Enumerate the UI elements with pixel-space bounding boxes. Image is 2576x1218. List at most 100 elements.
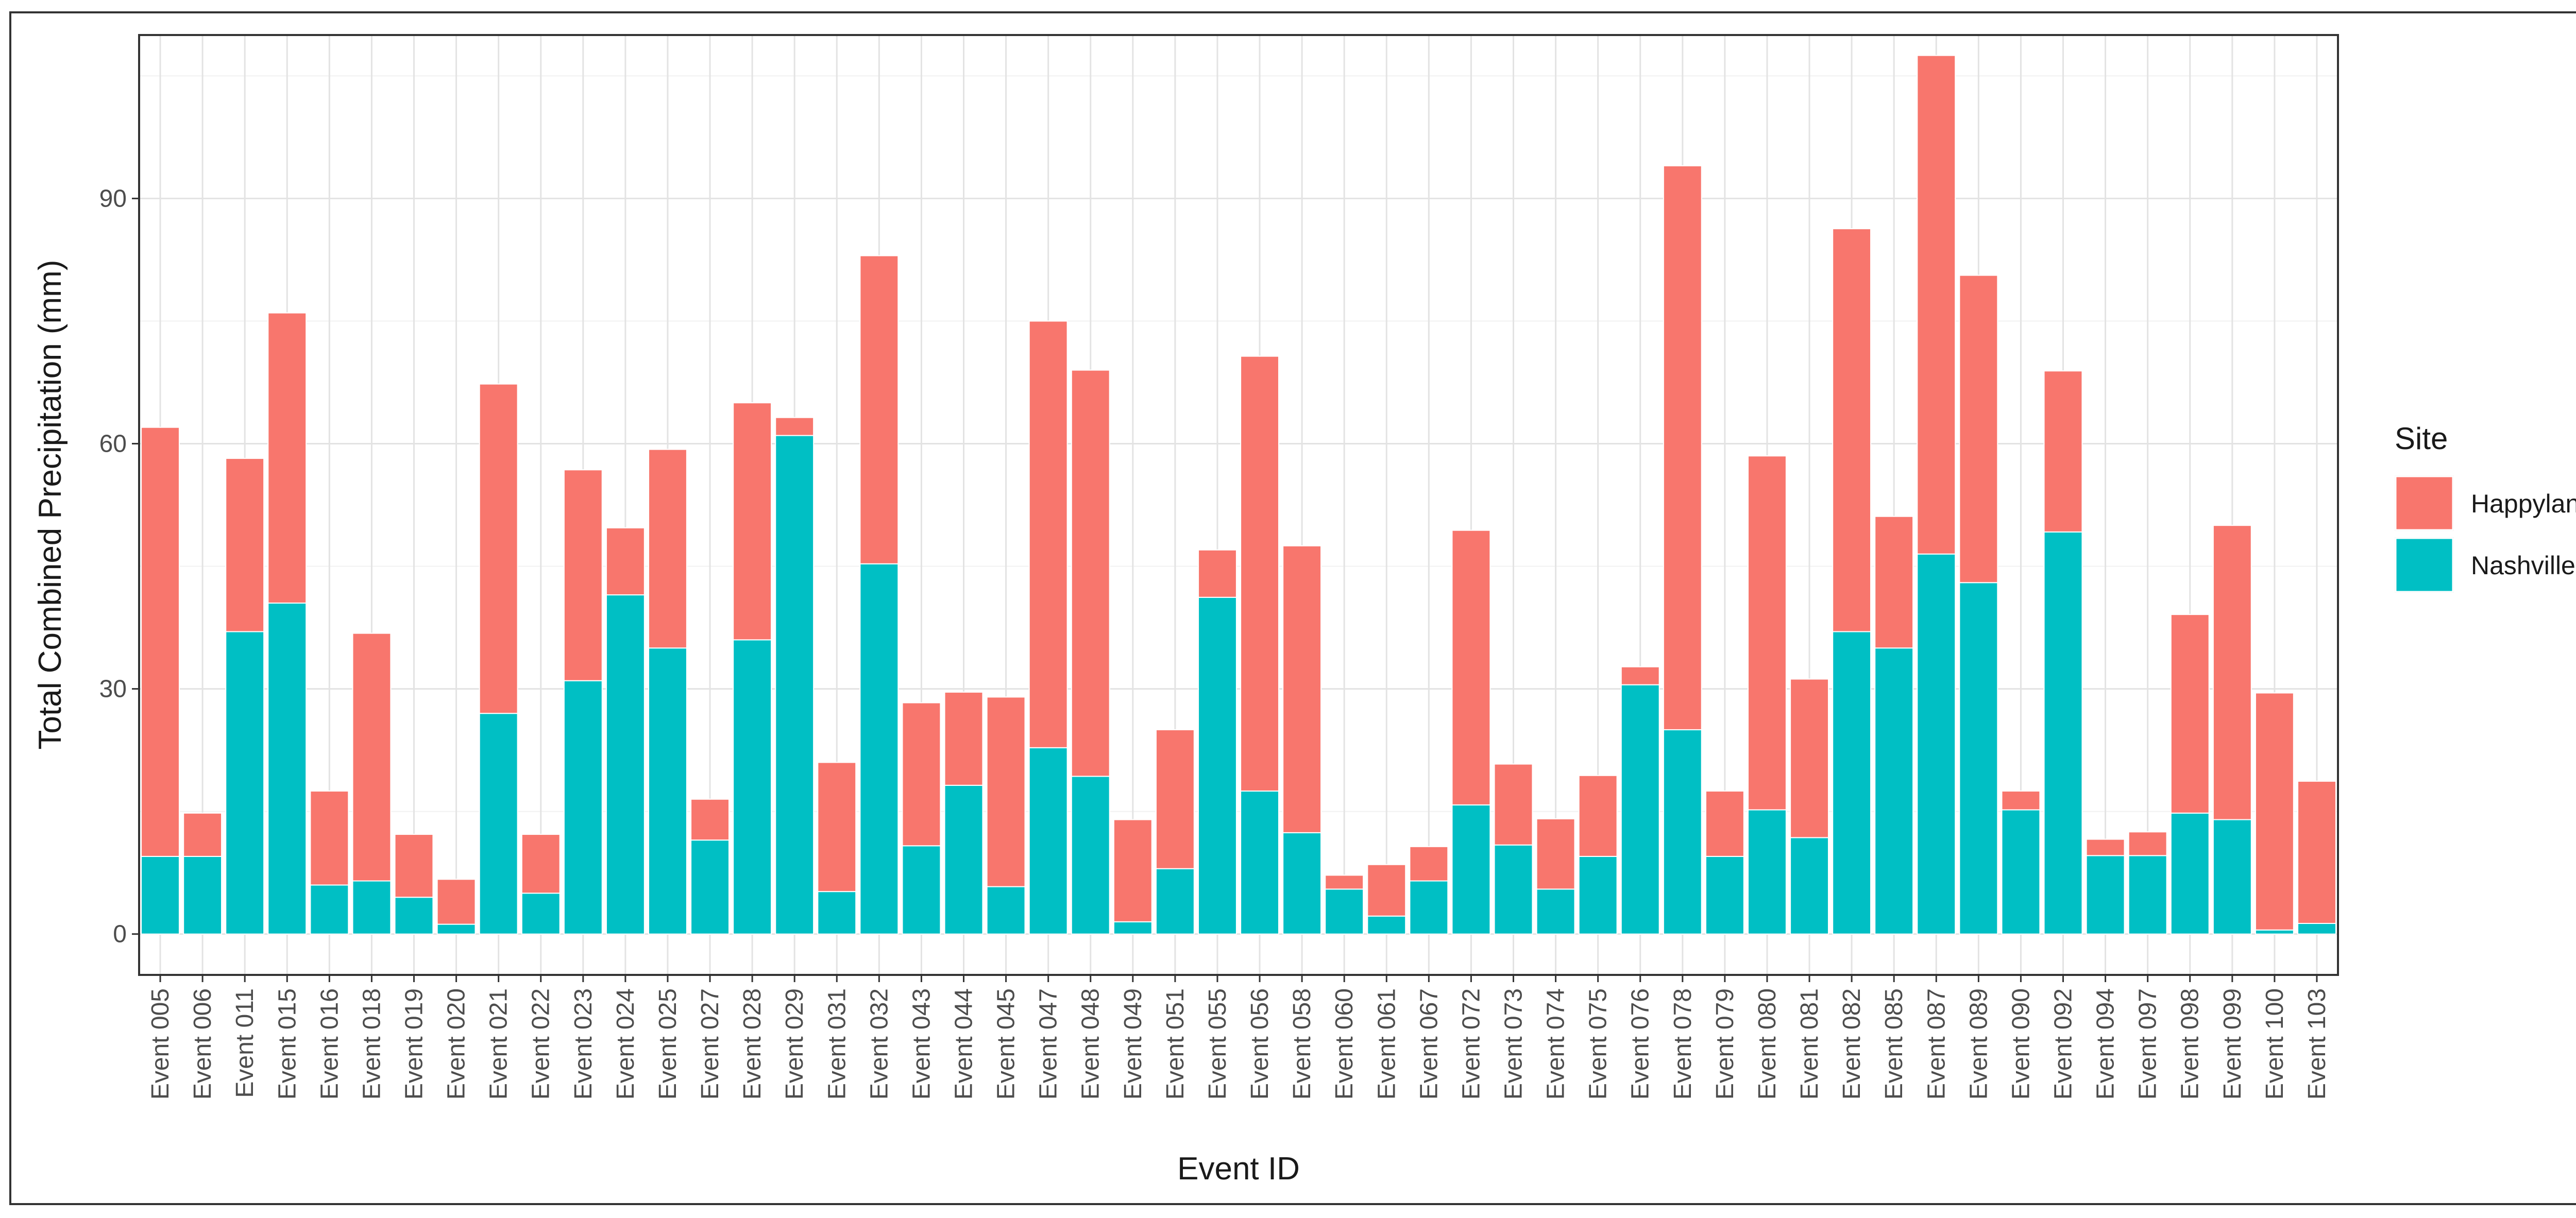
bar-happyland	[1028, 320, 1068, 748]
bar-nashville	[1409, 880, 1449, 935]
bar-happyland	[2297, 780, 2336, 924]
x-tick-label: Event 100	[2261, 988, 2289, 1100]
bar-happyland	[775, 417, 815, 436]
bar-happyland	[1663, 165, 1702, 730]
x-tick-label: Event 073	[1500, 988, 1528, 1100]
y-tick-label: 60	[99, 430, 127, 457]
x-tick-label: Event 022	[528, 988, 555, 1100]
bar-happyland	[1113, 819, 1153, 922]
bar-nashville	[1917, 553, 1956, 935]
bar-nashville	[2170, 812, 2210, 935]
bar-happyland	[479, 383, 518, 714]
x-tick-label: Event 006	[189, 988, 216, 1100]
bar-nashville	[1198, 596, 1237, 935]
x-tick-label: Event 087	[1923, 988, 1950, 1100]
x-tick-label: Event 074	[1543, 988, 1570, 1100]
x-tick-label: Event 056	[1246, 988, 1274, 1100]
y-axis-title: Total Combined Precipitation (mm)	[32, 260, 68, 749]
x-tick-label: Event 085	[1880, 988, 1908, 1100]
x-tick-label: Event 025	[654, 988, 682, 1100]
bar-happyland	[1620, 666, 1660, 685]
bar-nashville	[310, 884, 349, 935]
bar-happyland	[1874, 516, 1914, 649]
bar-happyland	[1748, 455, 1787, 811]
x-tick-label: Event 023	[570, 988, 597, 1100]
bar-nashville	[2001, 809, 2041, 935]
x-tick-label: Event 072	[1458, 988, 1485, 1100]
legend-swatch-nashville	[2395, 537, 2454, 593]
bar-happyland	[1790, 678, 1829, 838]
x-tick-label: Event 005	[147, 988, 174, 1100]
bar-happyland	[310, 790, 349, 886]
bar-happyland	[733, 402, 772, 641]
x-tick-label: Event 045	[993, 988, 1020, 1100]
bar-nashville	[690, 839, 730, 935]
x-tick-label: Event 029	[781, 988, 808, 1100]
x-tick-label: Event 024	[612, 988, 639, 1100]
bar-happyland	[986, 696, 1026, 887]
bar-nashville	[2043, 531, 2083, 935]
bar-happyland	[944, 691, 984, 786]
x-tick-label: Event 092	[2050, 988, 2077, 1100]
legend-label-happyland: Happyland	[2471, 489, 2576, 518]
bar-nashville	[2212, 819, 2252, 935]
legend: Site Happyland Nashville	[2395, 421, 2576, 593]
y-tick-label: 0	[113, 921, 127, 948]
bar-happyland	[1959, 275, 1998, 584]
bar-nashville	[986, 886, 1026, 935]
x-axis: Event 005 Event 006 Event 011 Event 015 Even…	[147, 975, 2331, 1100]
bar-nashville	[1874, 647, 1914, 935]
bar-nashville	[479, 713, 518, 935]
bar-nashville	[267, 602, 307, 935]
bars	[141, 55, 2336, 935]
bar-nashville	[1620, 684, 1660, 935]
bar-happyland	[2001, 790, 2041, 811]
x-tick-label: Event 103	[2303, 988, 2331, 1100]
bar-nashville	[394, 897, 434, 935]
x-tick-label: Event 098	[2177, 988, 2204, 1100]
x-tick-label: Event 080	[1754, 988, 1781, 1100]
bar-nashville	[605, 594, 645, 935]
y-tick-label: 30	[99, 676, 127, 703]
bar-happyland	[2212, 525, 2252, 820]
x-tick-label: Event 019	[401, 988, 428, 1100]
bar-happyland	[1705, 790, 1744, 857]
plot-panel-border	[138, 34, 2339, 976]
bar-nashville	[225, 631, 265, 935]
x-tick-label: Event 015	[274, 988, 301, 1100]
bar-nashville	[1790, 837, 1829, 935]
x-tick-label: Event 027	[697, 988, 724, 1100]
bar-nashville	[2297, 923, 2336, 935]
bar-nashville	[1748, 809, 1787, 935]
bar-nashville	[436, 923, 476, 935]
bar-happyland	[1409, 846, 1449, 882]
x-tick-label: Event 090	[2007, 988, 2035, 1100]
x-tick-label: Event 016	[316, 988, 343, 1100]
bar-happyland	[1578, 775, 1618, 857]
bar-happyland	[690, 798, 730, 841]
bar-happyland	[902, 702, 941, 847]
bar-happyland	[2170, 614, 2210, 814]
bar-happyland	[2255, 692, 2294, 931]
x-tick-label: Event 089	[1965, 988, 1992, 1100]
bar-happyland	[2043, 370, 2083, 533]
y-tick-label: 90	[99, 185, 127, 212]
bar-happyland	[1325, 874, 1364, 890]
bar-happyland	[1917, 55, 1956, 555]
x-tick-label: Event 060	[1331, 988, 1358, 1100]
x-tick-label: Event 075	[1585, 988, 1612, 1100]
x-tick-label: Event 082	[1838, 988, 1866, 1100]
bar-nashville	[521, 893, 561, 935]
bar-nashville	[141, 855, 180, 935]
bar-happyland	[563, 469, 603, 681]
x-tick-label: Event 051	[1162, 988, 1189, 1100]
bar-happyland	[859, 255, 899, 564]
bar-happyland	[1367, 864, 1406, 917]
bar-nashville	[1663, 729, 1702, 935]
bar-nashville	[944, 784, 984, 935]
bar-happyland	[141, 426, 180, 857]
bar-nashville	[902, 845, 941, 935]
bar-nashville	[1578, 855, 1618, 935]
bar-happyland	[817, 762, 857, 893]
